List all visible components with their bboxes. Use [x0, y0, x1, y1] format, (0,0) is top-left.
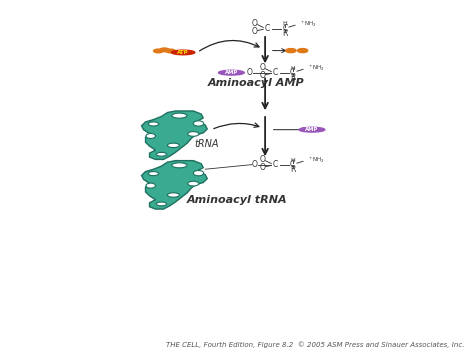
Text: C: C — [273, 160, 278, 169]
Text: tRNA: tRNA — [195, 140, 219, 149]
Text: O: O — [259, 63, 265, 72]
Ellipse shape — [172, 50, 195, 55]
Circle shape — [160, 48, 169, 52]
Ellipse shape — [156, 152, 167, 156]
Text: R: R — [290, 73, 295, 82]
Text: Aminoacyl AMP: Aminoacyl AMP — [208, 78, 304, 88]
Ellipse shape — [193, 121, 204, 126]
Text: THE CELL, Fourth Edition, Figure 8.2  © 2005 ASM Press and Sinauer Associates, I: THE CELL, Fourth Edition, Figure 8.2 © 2… — [166, 341, 464, 348]
Ellipse shape — [167, 193, 179, 197]
Text: H: H — [291, 158, 295, 163]
Circle shape — [154, 49, 163, 53]
Text: C: C — [265, 24, 270, 33]
Ellipse shape — [146, 183, 155, 188]
Circle shape — [166, 49, 175, 53]
Polygon shape — [142, 111, 207, 159]
Text: Aminoacyl tRNA: Aminoacyl tRNA — [187, 195, 287, 204]
Text: C: C — [282, 24, 287, 33]
Text: C: C — [273, 68, 278, 77]
Ellipse shape — [188, 132, 199, 136]
Text: C: C — [290, 68, 295, 77]
Ellipse shape — [219, 70, 244, 75]
Text: $^+$NH$_2$: $^+$NH$_2$ — [308, 63, 325, 73]
Circle shape — [297, 49, 308, 53]
Ellipse shape — [299, 127, 325, 132]
Text: O: O — [259, 163, 265, 173]
Text: C: C — [290, 160, 295, 169]
Text: O: O — [259, 71, 265, 81]
Ellipse shape — [172, 163, 187, 168]
Text: O: O — [259, 155, 265, 164]
Text: $^+$NH$_2$: $^+$NH$_2$ — [300, 19, 317, 29]
Text: R: R — [290, 165, 295, 174]
Text: O: O — [251, 27, 257, 36]
Text: AMP: AMP — [305, 127, 319, 132]
Ellipse shape — [148, 171, 159, 176]
Ellipse shape — [193, 170, 204, 176]
Text: H: H — [291, 66, 295, 71]
Ellipse shape — [167, 143, 179, 148]
Text: $^+$NH$_2$: $^+$NH$_2$ — [308, 155, 325, 165]
Polygon shape — [142, 160, 207, 209]
Text: R: R — [282, 29, 287, 38]
Text: AMP: AMP — [225, 70, 238, 75]
Text: O: O — [246, 68, 252, 77]
Ellipse shape — [148, 122, 159, 126]
Ellipse shape — [156, 202, 167, 206]
Text: O: O — [251, 19, 257, 28]
Ellipse shape — [172, 113, 187, 118]
Text: O: O — [251, 160, 257, 169]
Ellipse shape — [188, 181, 199, 186]
Text: ATP: ATP — [177, 50, 189, 55]
Circle shape — [286, 49, 296, 53]
Text: H: H — [283, 21, 287, 26]
Ellipse shape — [146, 133, 155, 138]
